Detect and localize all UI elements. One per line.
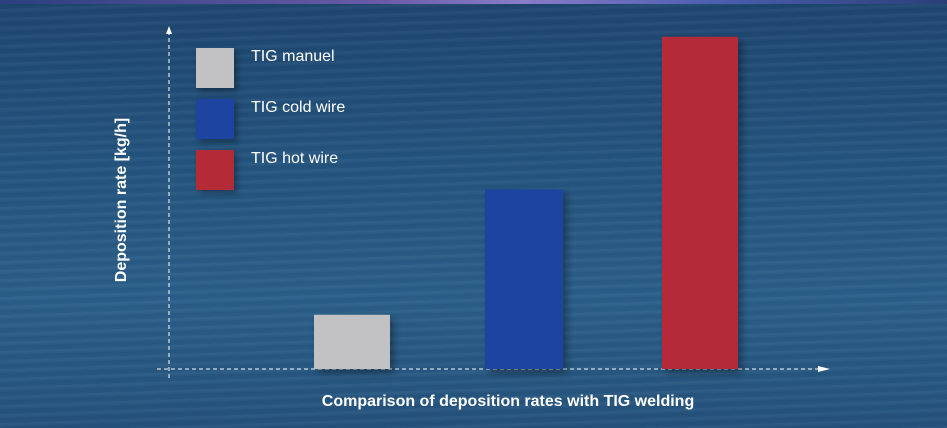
legend-label-tig-hot-wire: TIG hot wire bbox=[251, 150, 339, 167]
bar-tig-manuel bbox=[314, 314, 390, 369]
top-strip bbox=[0, 0, 947, 4]
legend-swatch-tig-manuel bbox=[196, 48, 234, 88]
y-axis-label: Deposition rate [kg/h] bbox=[113, 117, 130, 283]
bar-tig-hot-wire bbox=[662, 36, 738, 369]
legend-swatch-tig-hot-wire bbox=[196, 150, 234, 190]
legend-swatch-tig-cold-wire bbox=[196, 99, 234, 139]
y-axis-arrow bbox=[166, 26, 172, 34]
legend-label-tig-cold-wire: TIG cold wire bbox=[251, 99, 346, 116]
x-axis-arrow bbox=[818, 366, 830, 372]
x-axis-label: Comparison of deposition rates with TIG … bbox=[321, 393, 695, 410]
legend-label-tig-manuel: TIG manuel bbox=[251, 48, 335, 65]
bar-tig-cold-wire bbox=[485, 189, 563, 369]
